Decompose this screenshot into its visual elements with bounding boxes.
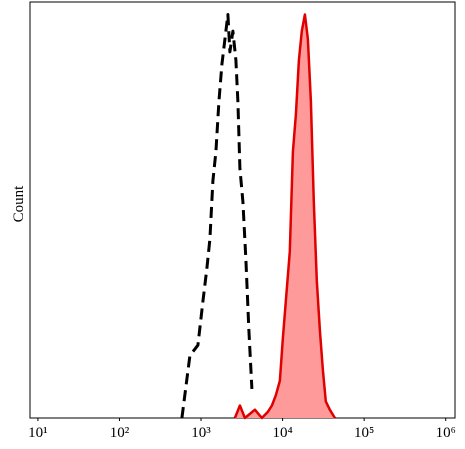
x-tick-label: 10⁵ — [354, 425, 374, 441]
x-tick-label: 10⁴ — [272, 425, 292, 441]
x-tick-label: 10¹ — [28, 425, 48, 441]
plot-frame — [29, 1, 456, 419]
x-tick-label: 10³ — [191, 425, 211, 441]
histogram-line — [180, 13, 254, 419]
area-fill — [234, 14, 335, 418]
x-tick-label: 10⁶ — [436, 425, 456, 441]
y-axis-label: Count — [11, 185, 27, 223]
x-tick-label: 10² — [110, 425, 130, 441]
histogram-line — [233, 13, 336, 420]
